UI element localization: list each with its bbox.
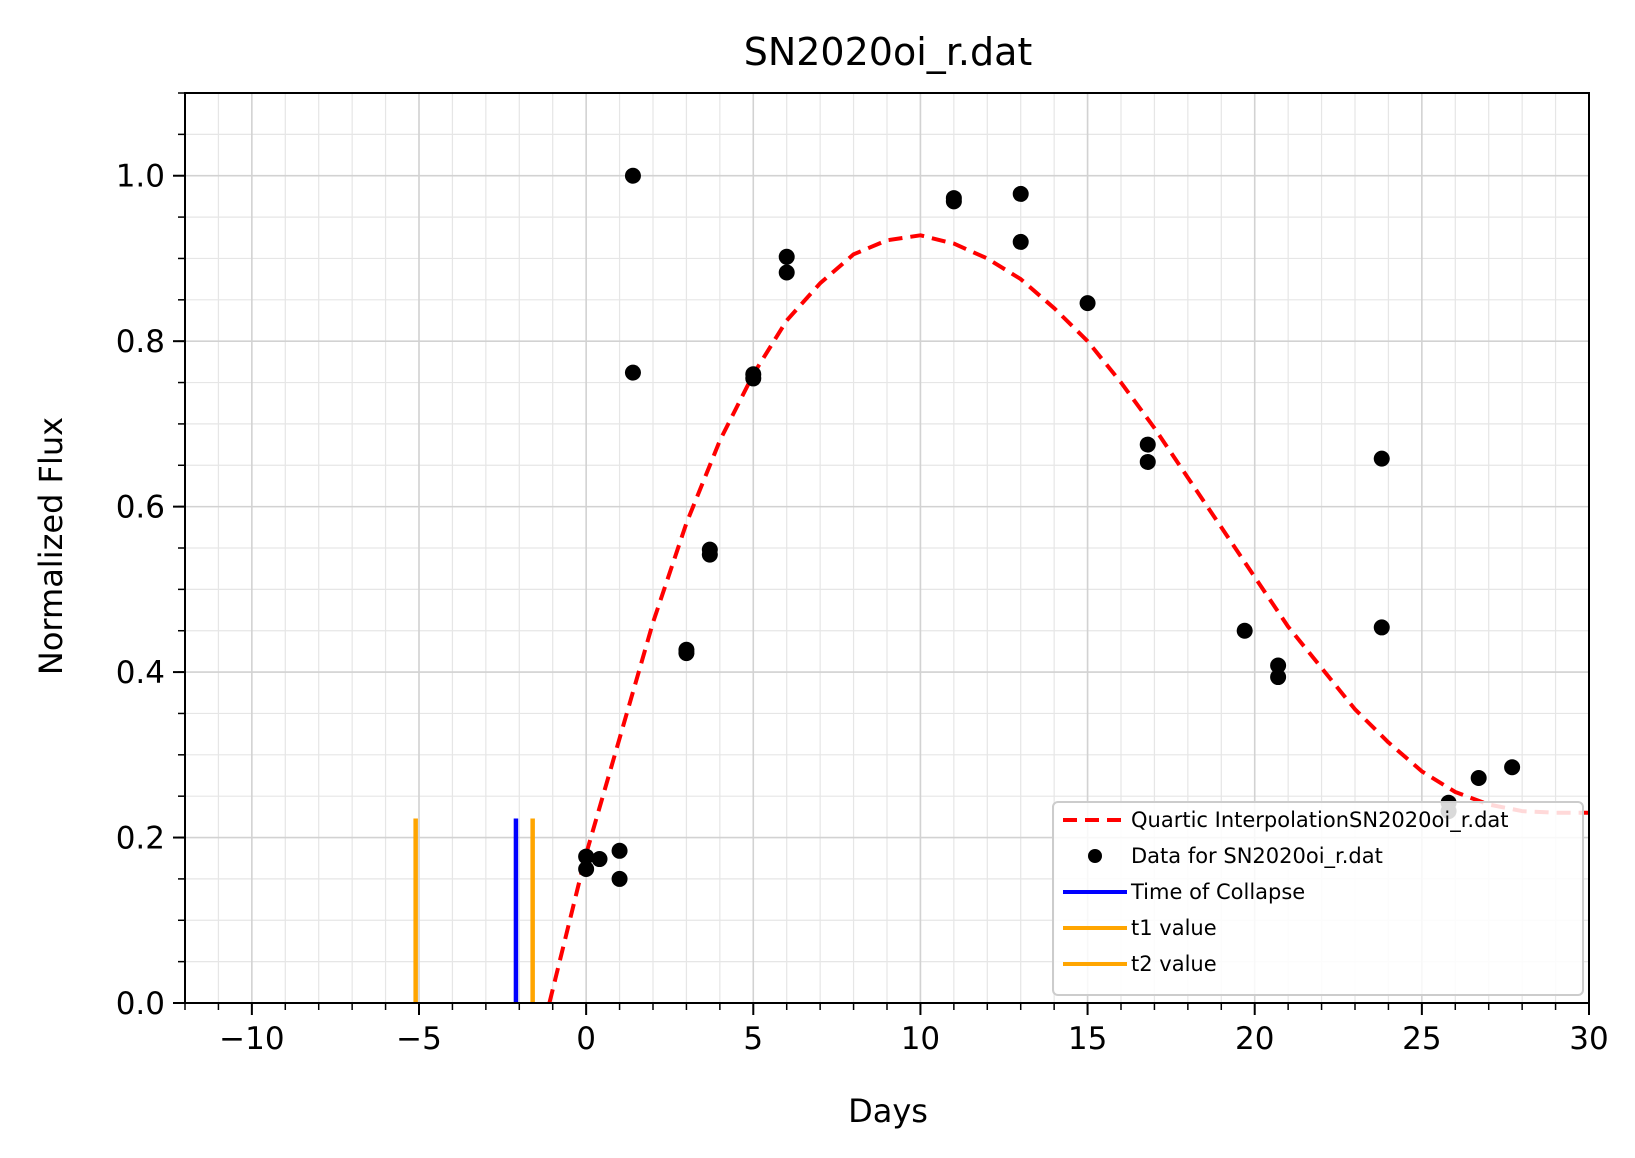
plot-area [413,167,1589,1003]
axis-ticks: −10 −5 0 5 10 15 20 25 30 0.0 0.2 0.4 0.6 0.8 1.0 [116,92,1609,1057]
y-tick-label: 0.6 [116,490,165,526]
data-point [1236,622,1253,639]
legend-box [1052,801,1584,996]
data-point [578,848,595,865]
data-point [1012,233,1029,250]
legend-label: t1 value [1131,916,1217,940]
legend-label: Quartic InterpolationSN2020oi_r.dat [1131,808,1509,833]
data-point [778,264,795,281]
y-tick-label: 0.4 [116,655,165,691]
data-point [945,193,962,210]
x-tick-label: 0 [576,1021,596,1057]
data-point [611,842,628,859]
data-point [578,860,595,877]
x-tick-label: 15 [1068,1021,1107,1057]
axes-frame [184,92,1590,1004]
x-axis-label: Days [848,1092,928,1130]
data-point [1373,450,1390,467]
x-tick-label: 25 [1402,1021,1441,1057]
data-point [1079,295,1096,312]
chart-title: SN2020oi_r.dat [744,30,1033,74]
data-point [1012,185,1029,202]
x-tick-label: 10 [901,1021,940,1057]
legend: Quartic InterpolationSN2020oi_r.dat Data … [1052,801,1584,996]
x-tick-label: 5 [743,1021,763,1057]
legend-label: Time of Collapse [1130,880,1305,904]
y-tick-label: 0.0 [116,986,165,1022]
y-tick-label: 1.0 [116,159,165,195]
legend-label: t2 value [1131,952,1217,976]
data-point [1139,453,1156,470]
data-point [778,248,795,265]
data-point [624,364,641,381]
data-point [701,546,718,563]
x-tick-label: −10 [219,1021,284,1057]
y-tick-label: 0.8 [116,324,165,360]
data-point [1139,436,1156,453]
y-tick-label: 0.2 [116,821,165,857]
data-point [1270,657,1287,674]
x-tick-label: 20 [1235,1021,1274,1057]
data-point [1504,759,1521,776]
x-tick-label: 30 [1569,1021,1608,1057]
data-point [745,370,762,387]
legend-label: Data for SN2020oi_r.dat [1131,844,1383,869]
data-point [1373,619,1390,636]
data-point [591,851,608,868]
data-point [611,870,628,887]
data-point [624,167,641,184]
y-axis-label: Normalized Flux [32,417,70,675]
x-tick-label: −5 [396,1021,442,1057]
data-point [678,645,695,662]
interpolation-curve [547,233,1589,1003]
legend-swatch-data [1088,849,1102,863]
data-point [1470,769,1487,786]
data-point [1270,669,1287,686]
